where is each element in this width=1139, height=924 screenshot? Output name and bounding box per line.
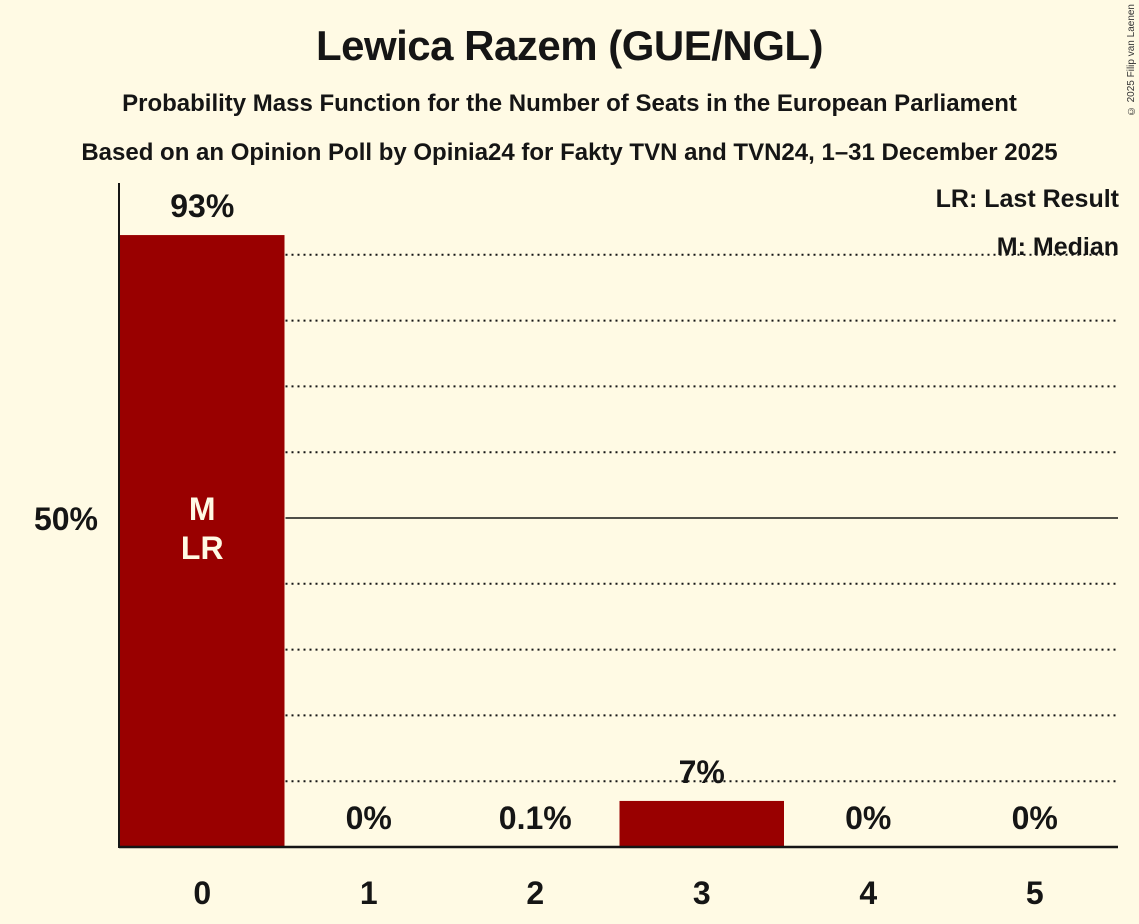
value-label: 0% bbox=[346, 800, 392, 836]
y-tick-label: 50% bbox=[34, 501, 98, 537]
chart-subtitle: Probability Mass Function for the Number… bbox=[122, 90, 1017, 117]
x-tick-label: 4 bbox=[859, 875, 877, 911]
x-tick-label: 2 bbox=[526, 875, 544, 911]
value-label: 7% bbox=[679, 754, 725, 790]
value-label: 0% bbox=[1012, 800, 1058, 836]
value-label: 0.1% bbox=[499, 800, 572, 836]
bars bbox=[120, 235, 784, 847]
bar-3 bbox=[619, 800, 784, 847]
value-label: 93% bbox=[170, 188, 234, 224]
chart-title: Lewica Razem (GUE/NGL) bbox=[315, 22, 824, 69]
value-label: 0% bbox=[845, 800, 891, 836]
x-tick-label: 0 bbox=[193, 875, 211, 911]
x-tick-label: 1 bbox=[360, 875, 378, 911]
legend-last-result: LR: Last Result bbox=[935, 185, 1119, 213]
x-tick-label: 5 bbox=[1026, 875, 1044, 911]
axes bbox=[118, 183, 1118, 849]
labels: 93% 0 0% 1 0.1% 2 7% 3 0% 4 0% 5 MLR 50% bbox=[34, 188, 1058, 911]
x-tick-label: 3 bbox=[693, 875, 711, 911]
gridlines bbox=[285, 253, 1118, 783]
bar-annotation-m: M bbox=[189, 491, 216, 527]
bar-annotation-lr: LR bbox=[181, 530, 224, 566]
chart-source: Based on an Opinion Poll by Opinia24 for… bbox=[81, 139, 1058, 166]
legend-median: M: Median bbox=[996, 233, 1119, 261]
bar-0 bbox=[120, 235, 285, 847]
